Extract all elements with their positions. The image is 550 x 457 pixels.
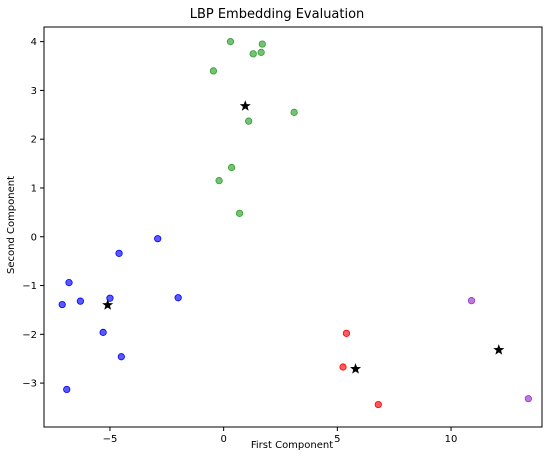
x-axis-label: First Component bbox=[251, 440, 333, 451]
data-point bbox=[76, 297, 84, 305]
data-point bbox=[290, 108, 298, 116]
data-point bbox=[65, 279, 73, 287]
data-point bbox=[249, 50, 257, 58]
data-point bbox=[258, 40, 266, 48]
y-tick-label: −1 bbox=[22, 281, 37, 292]
x-tick-label: 10 bbox=[445, 434, 458, 445]
data-point bbox=[106, 294, 114, 302]
data-point bbox=[117, 353, 125, 361]
data-point bbox=[99, 328, 107, 336]
x-tick-label: −5 bbox=[103, 434, 118, 445]
data-point bbox=[245, 117, 253, 125]
data-point bbox=[339, 363, 347, 371]
data-point bbox=[257, 48, 265, 56]
data-point bbox=[58, 300, 66, 309]
data-point bbox=[215, 177, 223, 185]
data-point bbox=[115, 249, 123, 257]
data-point bbox=[209, 67, 218, 75]
centroid-star-icon bbox=[350, 363, 362, 374]
y-tick-label: 3 bbox=[31, 86, 37, 97]
plot-frame bbox=[43, 26, 543, 428]
data-point bbox=[226, 38, 235, 46]
data-point bbox=[63, 385, 71, 394]
y-tick-label: 2 bbox=[31, 135, 37, 146]
centroid-markers bbox=[102, 100, 505, 374]
data-point bbox=[228, 163, 236, 172]
y-tick-label: 1 bbox=[31, 183, 37, 194]
chart-title: LBP Embedding Evaluation bbox=[190, 7, 365, 22]
centroid-star-icon bbox=[239, 100, 251, 111]
y-tick-label: 0 bbox=[31, 232, 37, 243]
data-point bbox=[374, 400, 382, 409]
centroid-star-icon bbox=[102, 299, 114, 310]
data-point bbox=[154, 235, 162, 243]
y-tick-label: −3 bbox=[22, 379, 37, 390]
x-tick-label: 0 bbox=[220, 434, 226, 445]
y-tick-label: −2 bbox=[22, 330, 37, 341]
y-axis-label: Second Component bbox=[6, 176, 17, 274]
data-point bbox=[524, 395, 532, 403]
x-tick-label: 5 bbox=[334, 434, 340, 445]
data-point bbox=[235, 209, 244, 217]
data-point bbox=[342, 329, 351, 337]
data-point bbox=[467, 297, 476, 305]
x-axis: −5 0 5 10 bbox=[103, 427, 458, 445]
centroid-star-icon bbox=[493, 344, 505, 355]
data-point bbox=[174, 294, 182, 302]
y-tick-label: 4 bbox=[31, 37, 37, 48]
y-axis: −3 −2 −1 0 1 2 3 4 bbox=[22, 37, 44, 390]
data-points bbox=[58, 38, 532, 409]
